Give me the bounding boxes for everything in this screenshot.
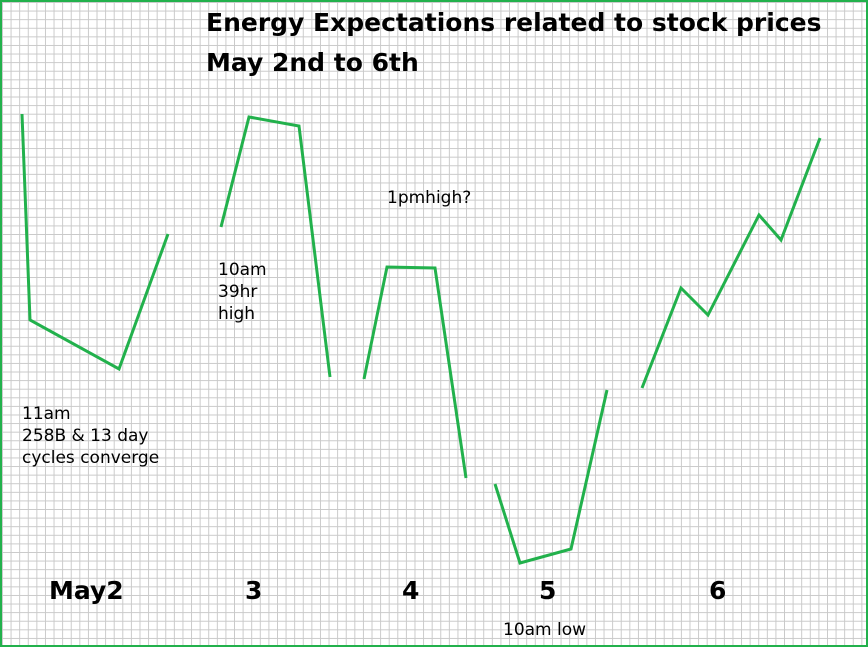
series-line-may4: [364, 267, 466, 478]
day-label-may2: May2: [49, 576, 124, 605]
may3-annotation-high: high: [218, 303, 267, 325]
may2-annotation: 11am 258B & 13 day cycles converge: [22, 403, 159, 469]
series-line-may5: [495, 390, 607, 563]
may4-annotation: 1pmhigh?: [387, 187, 471, 209]
series-line-may2: [22, 114, 168, 369]
day-label-6: 6: [709, 576, 726, 605]
day-label-4: 4: [402, 576, 419, 605]
day-label-5: 5: [539, 576, 556, 605]
series-line-may3: [221, 117, 330, 377]
may2-annotation-cycles: 258B & 13 day: [22, 425, 159, 447]
day-label-3: 3: [245, 576, 262, 605]
series-line-may6: [642, 138, 820, 388]
may2-annotation-converge: cycles converge: [22, 447, 159, 469]
may3-annotation-time: 10am: [218, 259, 267, 281]
may5-annotation: 10am low: [503, 619, 586, 641]
may2-annotation-time: 11am: [22, 403, 159, 425]
may3-annotation-cycle: 39hr: [218, 281, 267, 303]
may3-annotation: 10am 39hr high: [218, 259, 267, 325]
